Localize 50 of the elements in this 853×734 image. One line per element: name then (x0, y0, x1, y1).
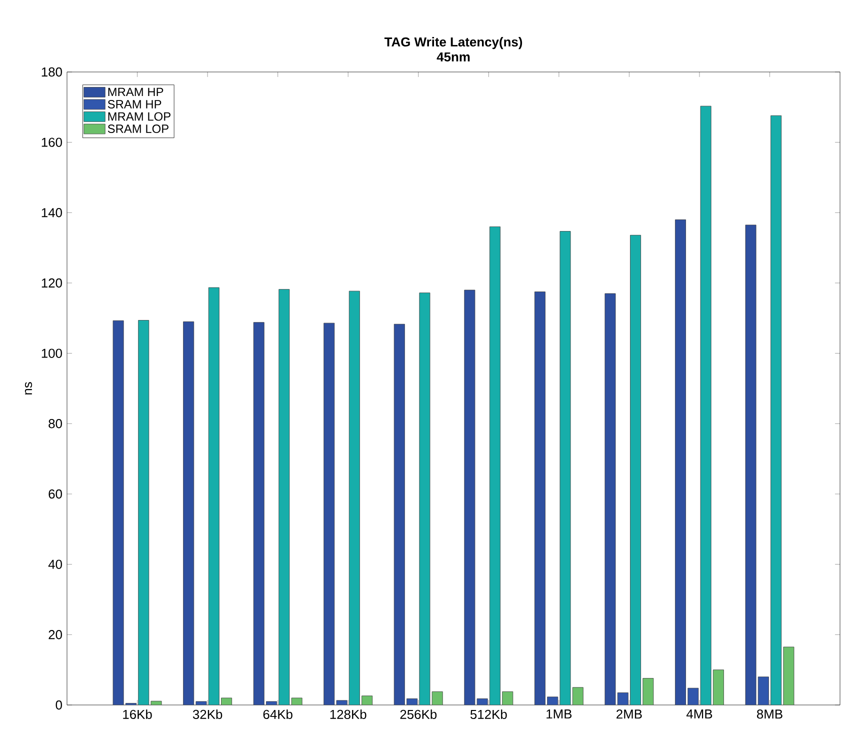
bar (419, 292, 430, 705)
chart-subtitle: 45nm (436, 52, 470, 62)
chart-title: TAG Write Latency(ns) (384, 37, 522, 50)
bar (712, 670, 724, 705)
x-tick-label: 512Kb (470, 709, 507, 720)
x-tick-label: 1MB (546, 710, 572, 718)
bar (572, 687, 584, 705)
x-tick-label: 128Kb (330, 709, 366, 720)
bar (630, 234, 641, 705)
bar (208, 287, 220, 705)
bar (324, 322, 335, 705)
x-tick-label: 16Kb (123, 709, 152, 720)
bar (604, 293, 616, 705)
y-tick-label: 100 (42, 348, 62, 358)
bar (560, 231, 571, 705)
bar (278, 289, 290, 705)
bar (534, 292, 546, 705)
bar (642, 678, 654, 705)
y-tick-label: 140 (42, 208, 62, 218)
bar (675, 219, 686, 705)
legend-label: SRAM LOP (108, 124, 168, 133)
x-tick-label: 256Kb (400, 709, 437, 720)
bar (183, 321, 194, 705)
x-tick-label: 2MB (616, 709, 642, 719)
bar (490, 226, 500, 705)
bar (112, 320, 124, 705)
x-tick-label: 4MB (686, 710, 712, 718)
x-tick-label: 64Kb (263, 709, 292, 720)
legend-label: SRAM HP (108, 100, 162, 108)
y-tick-label: 40 (48, 560, 62, 569)
bar (770, 115, 782, 705)
x-tick-label: 8MB (756, 709, 782, 719)
legend-label: MRAM LOP (108, 112, 170, 121)
y-tick-label: 0 (56, 700, 62, 710)
y-axis-title: ns (24, 382, 32, 394)
bar (253, 322, 264, 705)
bar (700, 106, 712, 705)
bar (138, 320, 150, 705)
y-tick-label: 120 (42, 278, 62, 288)
x-tick-label: 32Kb (192, 709, 222, 720)
bar (745, 224, 756, 705)
y-tick-label: 20 (48, 630, 62, 640)
bar (394, 324, 405, 705)
bar (464, 290, 476, 705)
y-tick-label: 80 (48, 419, 62, 428)
y-tick-label: 60 (48, 489, 62, 499)
bar (348, 290, 360, 705)
y-tick-label: 180 (42, 67, 62, 77)
y-tick-label: 160 (42, 138, 62, 147)
legend-label: MRAM HP (108, 88, 164, 96)
